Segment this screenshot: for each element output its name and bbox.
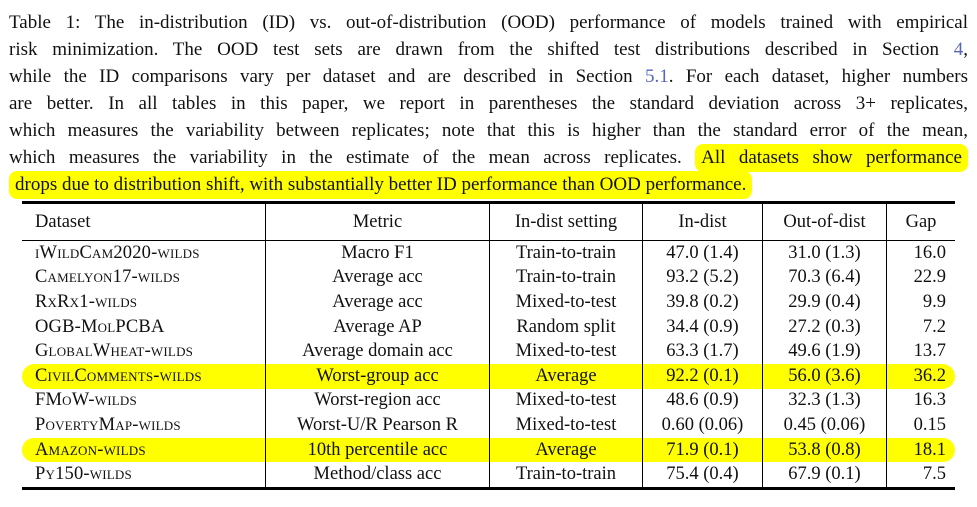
table-row-fmow: FMoW-wilds Worst-region acc Mixed-to-tes… [22, 388, 955, 414]
section-5-1-link[interactable]: 5.1 [644, 66, 669, 87]
caption-line: risk minimization. The OOD test sets are… [9, 36, 968, 63]
in-dist-value: 39.8 (0.2) [643, 290, 763, 315]
caption-text: are better. In all tables in this paper,… [9, 93, 968, 114]
caption-highlighted-text: All datasets show performance [695, 144, 968, 172]
caption-text: . For each dataset, higher numbers [668, 66, 969, 87]
metric-value: Worst-U/R Pearson R [266, 413, 490, 438]
gap-value: 16.0 [913, 242, 946, 263]
header-in-dist: In-dist [643, 204, 763, 240]
dataset-name: Camelyon17-wilds [22, 265, 266, 291]
out-dist-value: 27.2 (0.3) [763, 314, 887, 340]
in-dist-value: 34.4 (0.9) [643, 314, 763, 340]
caption-line: drops due to distribution shift, with su… [9, 171, 968, 199]
header-in-dist-setting: In-dist setting [490, 204, 643, 240]
section-4-link[interactable]: 4 [953, 39, 964, 60]
setting-value: Mixed-to-test [490, 290, 643, 315]
header-out-of-dist: Out-of-dist [763, 204, 887, 240]
in-dist-value: 75.4 (0.4) [643, 462, 763, 487]
in-dist-value: 93.2 (5.2) [643, 265, 763, 291]
setting-value: Average [490, 437, 643, 463]
table-caption: Table 1: The in-distribution (ID) vs. ou… [9, 9, 968, 199]
in-dist-value: 63.3 (1.7) [643, 339, 763, 364]
gap-value: 9.9 [922, 291, 946, 312]
table-row-py150: Py150-wilds Method/class acc Train-to-tr… [22, 462, 955, 487]
metric-value: 10th percentile acc [266, 437, 490, 463]
caption-text: which measures the variability between r… [9, 120, 968, 141]
caption-text: risk minimization. The OOD test sets are… [9, 39, 954, 60]
in-dist-value: 71.9 (0.1) [643, 437, 763, 463]
setting-value: Mixed-to-test [490, 339, 643, 364]
table-row-rxrx1: RxRx1-wilds Average acc Mixed-to-test 39… [22, 290, 955, 315]
setting-value: Mixed-to-test [490, 413, 643, 438]
out-dist-value: 29.9 (0.4) [763, 290, 887, 315]
gap-value: 36.2 [913, 365, 946, 386]
table-header-row: Dataset Metric In-dist setting In-dist O… [22, 204, 955, 241]
setting-value: Train-to-train [490, 462, 643, 487]
caption-highlighted-text: drops due to distribution shift, with su… [9, 171, 753, 199]
out-dist-value: 32.3 (1.3) [763, 388, 887, 414]
metric-value: Average acc [266, 265, 490, 291]
metric-value: Average domain acc [266, 339, 490, 364]
gap-value: 7.2 [922, 316, 946, 337]
metric-value: Worst-group acc [266, 363, 490, 389]
in-dist-value: 92.2 (0.1) [643, 363, 763, 389]
dataset-name: Amazon-wilds [22, 437, 266, 463]
gap-value: 18.1 [913, 439, 946, 460]
setting-value: Average [490, 363, 643, 389]
results-table: Dataset Metric In-dist setting In-dist O… [22, 201, 955, 490]
dataset-name: PovertyMap-wilds [22, 413, 266, 438]
header-gap: Gap [905, 211, 937, 232]
gap-value: 16.3 [913, 390, 946, 411]
dataset-name: OGB-MolPCBA [22, 314, 266, 340]
in-dist-value: 48.6 (0.9) [643, 388, 763, 414]
setting-value: Random split [490, 314, 643, 340]
metric-value: Method/class acc [266, 462, 490, 487]
in-dist-value: 0.60 (0.06) [643, 413, 763, 438]
caption-text: Table 1: The in-distribution (ID) vs. ou… [9, 12, 968, 33]
caption-line: are better. In all tables in this paper,… [9, 90, 968, 117]
caption-text: while the ID comparisons vary per datase… [9, 66, 645, 87]
dataset-name: CivilComments-wilds [22, 363, 266, 389]
in-dist-value: 47.0 (1.4) [643, 241, 763, 266]
out-dist-value: 49.6 (1.9) [763, 339, 887, 364]
dataset-name: iWildCam2020-wilds [22, 241, 266, 266]
gap-value: 13.7 [913, 341, 946, 362]
caption-line: Table 1: The in-distribution (ID) vs. ou… [9, 9, 968, 36]
caption-text: which measures the variability in the es… [9, 147, 696, 168]
out-dist-value: 31.0 (1.3) [763, 241, 887, 266]
table-row-camelyon: Camelyon17-wilds Average acc Train-to-tr… [22, 265, 955, 291]
table-row-povertymap: PovertyMap-wilds Worst-U/R Pearson R Mix… [22, 413, 955, 438]
table-row-ogb-molpcba: OGB-MolPCBA Average AP Random split 34.4… [22, 314, 955, 340]
gap-value: 22.9 [913, 267, 946, 288]
setting-value: Train-to-train [490, 265, 643, 291]
header-metric: Metric [266, 204, 490, 240]
metric-value: Average AP [266, 314, 490, 340]
header-dataset: Dataset [22, 204, 266, 240]
dataset-name: RxRx1-wilds [22, 290, 266, 315]
table-row-globalwheat: GlobalWheat-wilds Average domain acc Mix… [22, 339, 955, 364]
out-dist-value: 53.8 (0.8) [763, 437, 887, 463]
metric-value: Macro F1 [266, 241, 490, 266]
table-row-civilcomments-highlighted: CivilComments-wilds Worst-group acc Aver… [22, 363, 955, 389]
setting-value: Mixed-to-test [490, 388, 643, 414]
dataset-name: Py150-wilds [22, 462, 266, 487]
gap-value: 0.15 [913, 414, 946, 435]
caption-text: , [963, 39, 968, 60]
out-dist-value: 67.9 (0.1) [763, 462, 887, 487]
out-dist-value: 70.3 (6.4) [763, 265, 887, 291]
metric-value: Worst-region acc [266, 388, 490, 414]
caption-line: which measures the variability in the es… [9, 144, 968, 172]
caption-line: while the ID comparisons vary per datase… [9, 63, 968, 90]
out-dist-value: 0.45 (0.06) [763, 413, 887, 438]
dataset-name: FMoW-wilds [22, 388, 266, 414]
table-row-iwildcam: iWildCam2020-wilds Macro F1 Train-to-tra… [22, 241, 955, 266]
setting-value: Train-to-train [490, 241, 643, 266]
table-row-amazon-highlighted: Amazon-wilds 10th percentile acc Average… [22, 437, 955, 463]
gap-value: 7.5 [922, 464, 946, 485]
caption-line: which measures the variability between r… [9, 117, 968, 144]
dataset-name: GlobalWheat-wilds [22, 339, 266, 364]
metric-value: Average acc [266, 290, 490, 315]
out-dist-value: 56.0 (3.6) [763, 363, 887, 389]
